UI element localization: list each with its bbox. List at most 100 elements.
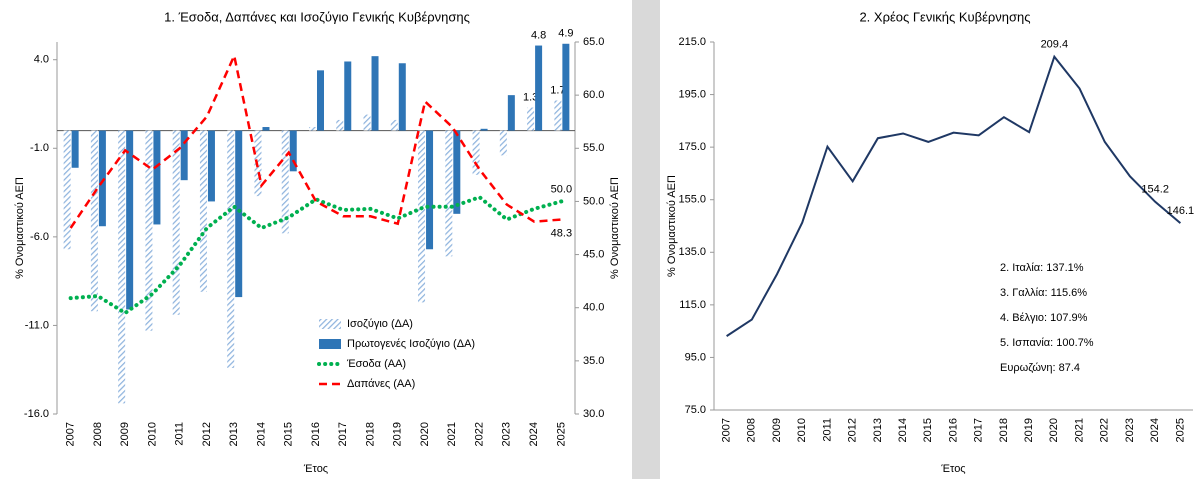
y-tick-label: 195.0	[678, 88, 706, 100]
y-tick-label: 75.0	[685, 404, 706, 416]
bar	[262, 127, 270, 131]
bar	[344, 61, 352, 131]
bar	[453, 130, 461, 214]
x-tick-label: 2019	[1023, 418, 1035, 442]
y2-tick-label: 45.0	[583, 248, 604, 260]
x-axis-title: Έτος	[940, 463, 965, 475]
x-tick-label: 2008	[746, 418, 758, 442]
bar	[371, 56, 379, 131]
bar	[317, 70, 324, 131]
x-tick-label: 2024	[528, 422, 540, 446]
y-tick-label: -1.0	[30, 142, 49, 154]
x-tick-label: 2015	[283, 422, 295, 446]
x-tick-label: 2014	[255, 422, 267, 446]
bar	[90, 130, 98, 312]
x-tick-label: 2021	[1073, 418, 1085, 442]
value-label: 209.4	[1041, 39, 1069, 51]
y-tick-label: -11.0	[25, 319, 49, 331]
x-tick-label: 2025	[1174, 418, 1186, 442]
x-tick-label: 2012	[201, 422, 213, 446]
bar	[480, 128, 488, 131]
bar	[562, 43, 570, 131]
value-label: 146.1	[1167, 205, 1195, 217]
annotation: 2. Ιταλία: 137.1%	[1000, 262, 1084, 274]
x-tick-label: 2007	[65, 422, 77, 446]
x-tick-label: 2018	[998, 418, 1010, 442]
y-tick-label: 115.0	[679, 299, 706, 311]
annotation: 4. Βέλγιο: 107.9%	[1000, 312, 1088, 324]
x-tick-label: 2020	[419, 422, 431, 446]
bar	[153, 130, 161, 225]
x-tick-label: 2007	[721, 418, 733, 442]
bar	[289, 130, 297, 172]
x-tick-label: 2009	[119, 422, 131, 446]
value-label: 4.9	[558, 28, 573, 40]
bar	[235, 130, 243, 298]
y2-tick-label: 30.0	[583, 408, 604, 420]
bar	[199, 130, 207, 292]
y-tick-label: 175.0	[678, 141, 706, 153]
bar	[336, 119, 344, 131]
bar	[398, 63, 406, 131]
bar	[227, 130, 235, 368]
bar	[426, 130, 434, 250]
value-label: 48.3	[551, 227, 572, 239]
x-tick-label: 2012	[847, 418, 859, 442]
x-tick-label: 2010	[146, 422, 158, 446]
x-tick-label: 2024	[1149, 418, 1161, 442]
bar	[63, 130, 71, 250]
x-tick-label: 2022	[1099, 418, 1111, 442]
value-label: 154.2	[1141, 184, 1169, 196]
x-tick-label: 2010	[796, 418, 808, 442]
bar	[207, 130, 215, 202]
x-tick-label: 2023	[1124, 418, 1136, 442]
y-tick-label: -16.0	[24, 408, 49, 420]
x-tick-label: 2020	[1048, 418, 1060, 442]
y2-tick-label: 50.0	[583, 195, 604, 207]
y2-tick-label: 60.0	[583, 89, 604, 101]
x-axis-title: Έτος	[303, 463, 328, 475]
x-tick-label: 2025	[555, 422, 567, 446]
annotation: 5. Ισπανία: 100.7%	[1000, 337, 1094, 349]
legend-label: Ισοζύγιο (ΔΑ)	[347, 318, 413, 330]
x-tick-label: 2017	[337, 422, 349, 446]
bar	[445, 130, 453, 257]
y-tick-label: 135.0	[678, 246, 706, 258]
x-tick-label: 2023	[501, 422, 513, 446]
x-tick-label: 2011	[821, 418, 833, 442]
bar	[180, 130, 188, 181]
y-tick-label: -6.0	[30, 231, 49, 243]
bar	[535, 45, 543, 131]
bar	[118, 130, 126, 404]
x-tick-label: 2014	[897, 418, 909, 442]
line	[726, 54, 1182, 337]
x-tick-label: 2008	[92, 422, 104, 446]
bar	[309, 127, 316, 131]
y2-axis-title: % Ονομαστικού ΑΕΠ	[609, 177, 621, 279]
y-axis-title: % Ονομαστικού ΑΕΠ	[14, 177, 26, 279]
y-tick-label: 215.0	[678, 36, 706, 48]
y2-tick-label: 35.0	[583, 355, 604, 367]
bar	[527, 107, 535, 131]
legend-swatch	[319, 319, 341, 329]
chart-title: 1. Έσοδα, Δαπάνες και Ισοζύγιο Γενικής Κ…	[164, 9, 470, 24]
annotation: 3. Γαλλία: 115.6%	[1000, 287, 1087, 299]
bar	[126, 130, 134, 310]
value-label: 1.7	[550, 84, 565, 96]
chart-title: 2. Χρέος Γενικής Κυβέρνησης	[859, 9, 1030, 24]
x-tick-label: 2015	[922, 418, 934, 442]
x-tick-label: 2013	[872, 418, 884, 442]
y2-tick-label: 55.0	[583, 142, 604, 154]
y-tick-label: 4.0	[34, 54, 49, 66]
bar	[172, 130, 180, 315]
x-tick-label: 2011	[174, 422, 186, 446]
x-tick-label: 2018	[364, 422, 376, 446]
annotation: Ευρωζώνη: 87.4	[1000, 362, 1080, 374]
bar	[390, 119, 398, 131]
x-tick-label: 2016	[310, 422, 322, 446]
bar	[71, 130, 79, 168]
value-label: 1.3	[523, 91, 538, 103]
bar	[145, 130, 153, 331]
x-tick-label: 2013	[228, 422, 240, 446]
